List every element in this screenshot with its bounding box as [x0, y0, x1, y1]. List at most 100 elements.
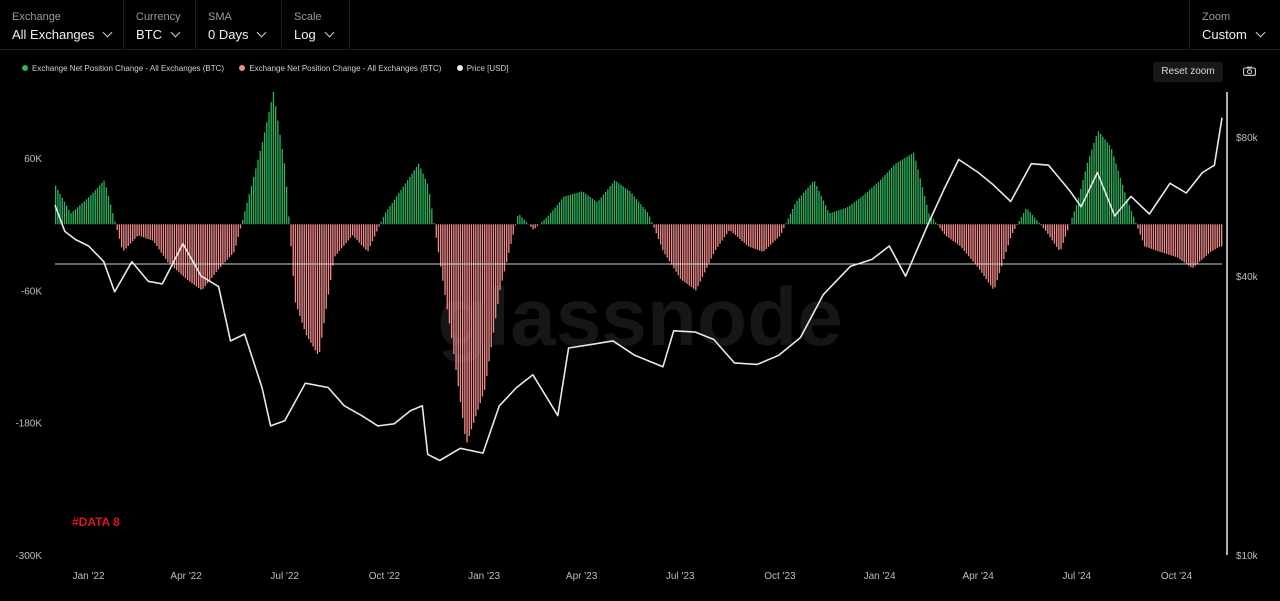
net-position-bar [935, 222, 937, 225]
net-position-bar [1106, 142, 1108, 225]
legend-item-price[interactable]: Price [USD] [456, 64, 508, 73]
net-position-bar [924, 195, 926, 225]
net-position-bar [941, 224, 943, 232]
net-position-bar [281, 149, 283, 225]
net-position-bar [453, 224, 455, 355]
net-position-bar [349, 224, 352, 238]
net-position-bar [1159, 224, 1161, 252]
net-position-bar [404, 183, 407, 225]
net-position-bar [783, 224, 785, 229]
net-position-bar [1016, 224, 1018, 225]
net-position-bar [1166, 224, 1168, 254]
net-position-bar [574, 193, 576, 225]
net-position-bar [671, 224, 673, 265]
net-position-bar [1194, 224, 1196, 266]
net-position-bar [990, 224, 992, 286]
net-position-bar [371, 224, 374, 242]
net-position-bar [558, 202, 561, 225]
net-position-bar [508, 224, 510, 253]
net-position-bar [525, 222, 528, 225]
net-position-bar [552, 210, 554, 225]
net-position-bar [118, 224, 121, 239]
net-position-bar [712, 224, 715, 254]
camera-icon[interactable] [1243, 66, 1256, 76]
net-position-bar [646, 212, 649, 225]
net-position-bar [677, 224, 679, 276]
net-position-bar [880, 179, 882, 225]
net-position-bar [167, 224, 169, 263]
net-position-bar [664, 224, 666, 255]
net-position-bar [290, 224, 292, 247]
scale-select[interactable]: Scale Log [282, 0, 350, 50]
y-right-tick-label: $80k [1236, 133, 1259, 144]
net-position-bar [1040, 224, 1042, 226]
net-position-bar [259, 150, 261, 225]
net-position-bar [246, 202, 248, 225]
net-position-bar [127, 224, 129, 246]
net-position-bar [591, 198, 594, 225]
net-position-bar [325, 224, 327, 309]
net-position-bar [129, 224, 132, 244]
net-position-bar [1172, 224, 1174, 257]
y-right-tick-label: $10k [1236, 551, 1259, 562]
net-position-bar [774, 224, 776, 241]
net-position-bar [624, 188, 627, 225]
net-position-bar [426, 183, 429, 225]
net-position-bar [134, 224, 136, 239]
y-left-tick-label: -300K [15, 551, 42, 562]
exchange-select[interactable]: Exchange All Exchanges [0, 0, 124, 50]
legend-item-outflow[interactable]: Exchange Net Position Change - All Excha… [239, 64, 441, 73]
net-position-bar [541, 221, 543, 225]
currency-select[interactable]: Currency BTC [124, 0, 196, 50]
net-position-bar [1152, 224, 1155, 250]
net-position-bar [1203, 224, 1205, 258]
net-position-bar [875, 183, 877, 225]
net-position-bar [776, 224, 778, 239]
net-position-bar [796, 200, 798, 225]
net-position-bar [437, 224, 440, 253]
net-position-bar [92, 192, 94, 225]
net-position-bar [396, 196, 398, 225]
net-position-bar [862, 195, 864, 225]
x-tick-label: Oct '22 [369, 571, 401, 582]
net-position-bar [244, 211, 246, 225]
net-position-bar [1051, 224, 1053, 241]
net-position-bar [838, 210, 840, 225]
x-tick-label: Oct '24 [1161, 571, 1193, 582]
net-position-bar [237, 224, 239, 237]
net-position-bar [198, 224, 200, 289]
net-position-bar [345, 224, 347, 244]
x-tick-label: Jul '23 [666, 571, 695, 582]
net-position-bar [873, 185, 875, 225]
net-position-bar [378, 224, 380, 227]
reset-zoom-button[interactable]: Reset zoom [1153, 62, 1223, 82]
net-position-bar [963, 224, 965, 251]
net-position-bar [855, 200, 858, 225]
net-position-bar [602, 194, 605, 225]
net-position-bar [400, 190, 402, 225]
zoom-select[interactable]: Zoom Custom [1189, 0, 1280, 50]
net-position-bar [957, 224, 959, 245]
net-position-bar [178, 224, 180, 273]
net-position-bar [486, 224, 488, 376]
net-position-bar [767, 224, 770, 247]
net-position-bar [930, 216, 932, 225]
net-position-bar [81, 203, 83, 225]
currency-label: Currency [136, 11, 181, 23]
net-position-bar [717, 224, 719, 247]
net-position-bar [974, 224, 976, 265]
net-position-bar [165, 224, 167, 259]
x-tick-label: Jan '24 [864, 571, 896, 582]
net-position-bar [530, 224, 532, 227]
net-position-bar [950, 224, 952, 240]
net-position-bar [1067, 224, 1069, 231]
x-tick-label: Apr '24 [963, 571, 995, 582]
sma-select[interactable]: SMA 0 Days [196, 0, 282, 50]
net-position-bar [871, 187, 873, 225]
net-position-bar [180, 224, 182, 275]
legend-item-inflow[interactable]: Exchange Net Position Change - All Excha… [22, 64, 224, 73]
net-position-bar [140, 224, 143, 237]
net-position-bar [679, 224, 682, 279]
net-position-bar [442, 224, 444, 281]
